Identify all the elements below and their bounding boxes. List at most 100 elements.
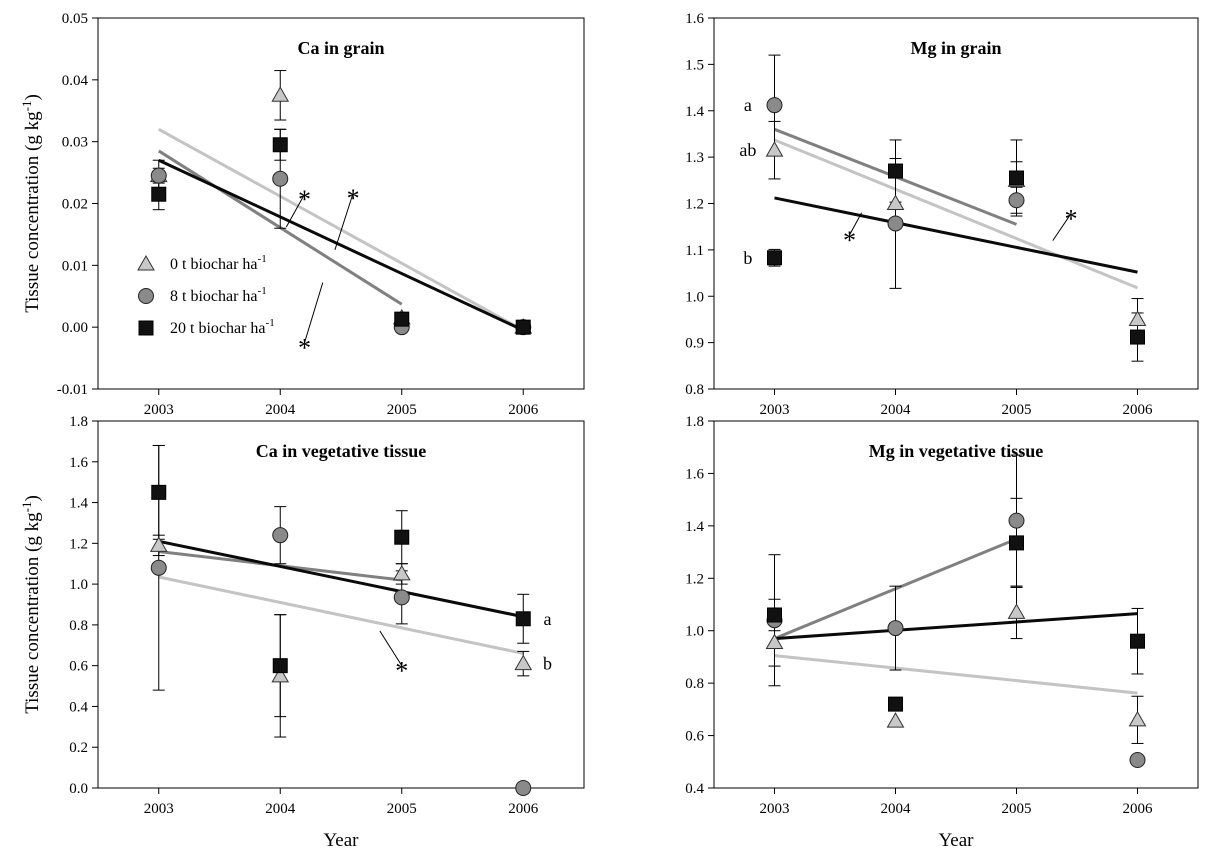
x-tick-label: 2005 — [387, 402, 417, 418]
y-tick-label: 0.2 — [69, 740, 88, 756]
annotation-leader — [304, 282, 324, 343]
y-tick-label: 0.00 — [62, 320, 88, 336]
trend-line-series-2 — [158, 539, 524, 619]
chart-title: Ca in vegetative tissue — [256, 441, 426, 461]
y-axis-label-close: ) — [22, 495, 43, 501]
annotation-leader — [379, 630, 403, 666]
y-tick-label: 1.2 — [69, 536, 88, 552]
data-point-square — [767, 607, 782, 623]
y-tick-label: 1.2 — [685, 571, 704, 587]
data-point-square — [767, 250, 782, 266]
y-tick-label: 1.3 — [685, 150, 704, 166]
legend-label-text: 8 t biochar ha — [170, 288, 258, 305]
significance-star: * — [395, 657, 408, 686]
data-point-triangle — [514, 654, 533, 671]
data-point-circle — [887, 620, 904, 637]
x-tick-label: 2004 — [265, 801, 296, 817]
y-tick-label: 1.6 — [685, 11, 704, 27]
annotation-leader — [334, 192, 354, 251]
y-tick-label: -0.01 — [57, 382, 88, 398]
y-axis-label-sup: -1 — [19, 502, 34, 513]
chart-panel-1: -0.01 0.00 0.01 0.02 0.03 0.04 0.05 2003 2004 200… — [19, 11, 585, 418]
x-tick-label: 2004 — [881, 801, 912, 817]
y-tick-label: 0.4 — [69, 699, 88, 715]
data-point-circle — [887, 215, 904, 232]
data-point-square — [515, 319, 531, 335]
y-tick-label: 1.0 — [685, 624, 704, 640]
y-tick-label: 1.4 — [69, 496, 88, 512]
data-point-triangle — [271, 86, 290, 102]
trend-line-series-2 — [774, 612, 1138, 641]
data-point-circle — [766, 97, 783, 114]
y-axis-label: Tissue concentration (g kg-1) — [19, 495, 43, 714]
data-point-triangle — [1007, 603, 1026, 619]
x-tick-label: 2004 — [265, 402, 296, 418]
data-point-circle — [1008, 192, 1025, 209]
y-axis-label: Tissue concentration (g kg-1) — [19, 94, 43, 313]
y-tick-label: 0.03 — [62, 135, 88, 151]
y-tick-label: 0.9 — [685, 336, 704, 352]
x-tick-label: 2003 — [144, 801, 174, 817]
data-point-square — [888, 696, 903, 712]
significance-star: * — [347, 184, 360, 213]
y-tick-label: 1.4 — [685, 104, 704, 120]
data-point-square — [272, 137, 288, 153]
y-tick-label: 0.8 — [69, 618, 88, 634]
significance-letter: b — [743, 248, 752, 268]
annotation-leader — [849, 212, 863, 236]
data-point-triangle — [765, 633, 784, 650]
y-tick-label: 0.04 — [62, 73, 89, 89]
data-point-circle — [150, 559, 167, 576]
trend-line-series-2 — [158, 158, 524, 332]
x-tick-label: 2005 — [387, 801, 417, 817]
data-point-square — [151, 186, 167, 202]
data-point-circle — [1129, 752, 1146, 768]
data-point-triangle — [1128, 310, 1147, 326]
data-point-circle — [272, 170, 289, 187]
data-point-circle — [150, 167, 167, 184]
data-point-square — [272, 658, 288, 674]
data-point-square — [394, 529, 410, 545]
data-point-circle — [272, 527, 289, 544]
data-point-square — [394, 311, 410, 327]
chart-title: Mg in grain — [910, 38, 1001, 58]
data-point-circle — [1008, 512, 1025, 529]
significance-star: * — [298, 185, 311, 214]
significance-letter: a — [744, 95, 752, 115]
x-tick-label: 2005 — [1002, 402, 1032, 418]
plot-frame — [97, 420, 585, 789]
y-tick-label: 0.0 — [69, 781, 88, 797]
data-point-square — [1009, 535, 1024, 551]
chart-panel-3: 0.0 0.2 0.4 0.6 0.8 1.0 1.2 1.4 1.6 1.8 2003 2004 20… — [19, 414, 585, 851]
legend-label-sup: -1 — [258, 285, 267, 297]
y-tick-label: 0.6 — [69, 659, 88, 675]
y-axis-label-close: ) — [22, 94, 43, 100]
significance-letter: ab — [739, 140, 756, 160]
y-tick-label: 1.0 — [685, 289, 704, 305]
y-tick-label: 1.8 — [69, 414, 88, 430]
y-axis-label-text: Tissue concentration (g kg — [22, 512, 43, 714]
data-point-square — [1130, 329, 1145, 345]
data-point-triangle — [271, 666, 290, 683]
legend-label-text: 20 t biochar ha — [170, 320, 266, 337]
data-point-square — [151, 484, 167, 500]
data-point-circle — [515, 780, 532, 796]
legend-label: 8 t biochar ha-1 — [170, 285, 267, 305]
chart-panel-2: 0.8 0.9 1.0 1.1 1.2 1.3 1.4 1.5 1.6 2003 2004 2005 2… — [685, 11, 1199, 768]
significance-star: * — [1064, 205, 1077, 234]
y-axis-label-sup: -1 — [19, 101, 34, 112]
chart-panel-4: 0.4 0.6 0.8 1.0 1.2 1.4 1.6 1.8 2003 2004 2005 2006… — [685, 414, 1199, 851]
chart-title: Ca in grain — [297, 38, 384, 58]
data-point-triangle — [1128, 710, 1147, 727]
y-tick-label: 1.2 — [685, 197, 704, 213]
legend-label-text: 0 t biochar ha — [170, 256, 258, 273]
data-point-triangle — [765, 141, 784, 157]
x-tick-label: 2006 — [1123, 801, 1154, 817]
y-tick-label: 1.6 — [685, 466, 704, 482]
y-tick-label: 1.8 — [685, 414, 704, 430]
trend-line-series-0 — [158, 575, 524, 655]
significance-letter: b — [543, 654, 552, 674]
x-tick-label: 2003 — [144, 402, 174, 418]
x-tick-label: 2003 — [760, 801, 790, 817]
legend-label-sup: -1 — [266, 317, 275, 329]
